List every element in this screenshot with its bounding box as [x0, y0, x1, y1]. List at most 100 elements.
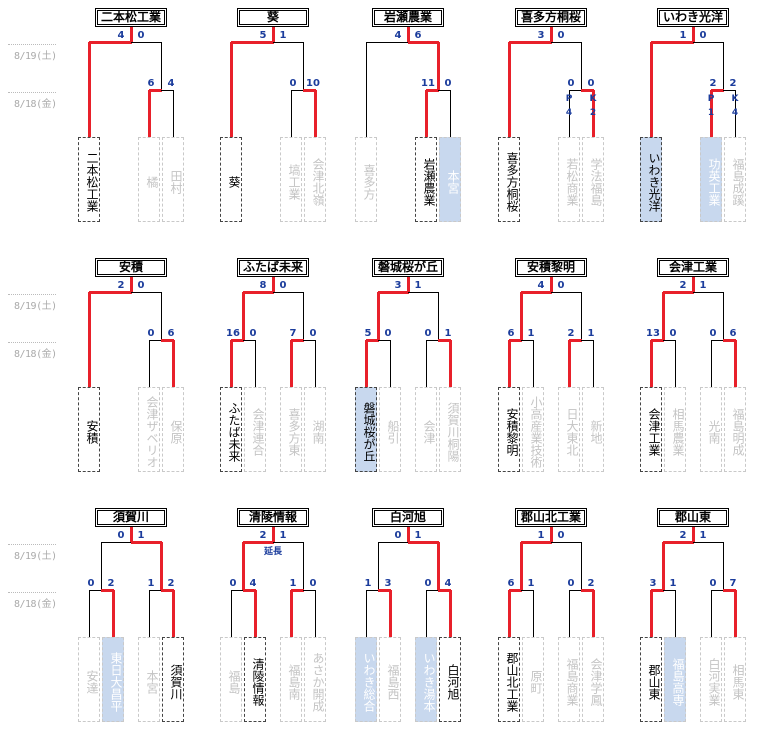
bracket-line — [378, 589, 391, 592]
bracket-line — [581, 292, 582, 340]
team-name: 磐城桜が丘 — [355, 387, 377, 472]
score-label: 2 — [259, 530, 267, 541]
date-label-day2: 8/19(土) — [14, 551, 57, 562]
bracket-line — [255, 340, 256, 387]
team-name: 学法福島 — [582, 137, 604, 222]
bracket-line — [230, 42, 233, 137]
bracket-line — [426, 89, 439, 92]
score-label: 0 — [137, 280, 145, 291]
score-label: 0 — [394, 530, 402, 541]
bracket-line — [378, 291, 409, 294]
score-label: 6 — [414, 30, 422, 41]
bracket-line — [172, 340, 175, 387]
team-name: 東日大昌平 — [102, 637, 124, 722]
bracket-line — [550, 27, 553, 42]
bracket-line — [426, 340, 438, 341]
team-name: 安達 — [78, 637, 100, 722]
bracket-line — [650, 590, 653, 637]
bracket-line — [303, 89, 316, 92]
bracket-line — [650, 42, 653, 137]
score-label: 0 — [587, 78, 595, 89]
score-label: 2 — [729, 78, 737, 89]
bracket-line — [242, 292, 245, 340]
score-label: 0 — [229, 578, 237, 589]
bracket-line — [651, 41, 694, 44]
bracket-line — [149, 89, 162, 92]
bracket-line — [438, 339, 451, 342]
score-label: 2 — [567, 328, 575, 339]
bracket-line — [407, 527, 410, 542]
bracket-line — [520, 292, 523, 340]
score-label: 3 — [537, 30, 545, 41]
score-label: 6 — [729, 328, 737, 339]
bracket-line — [161, 42, 162, 90]
team-name: 須賀川 — [162, 637, 184, 722]
team-name: 二本松工業 — [78, 137, 100, 222]
score-label: 2 — [709, 78, 717, 89]
bracket-line — [231, 590, 232, 637]
bracket-line — [426, 590, 438, 591]
bracket-line — [551, 292, 581, 293]
team-name: 田村 — [162, 137, 184, 222]
bracket-line — [161, 589, 174, 592]
score-label: 6 — [507, 578, 515, 589]
team-name: 安積 — [78, 387, 100, 472]
bracket-line — [315, 340, 316, 387]
bracket-line — [161, 90, 173, 91]
team-name: いわき湯本 — [415, 637, 437, 722]
score-label: 0 — [289, 78, 297, 89]
block-winner-title: 岩瀬農業 — [372, 8, 444, 27]
team-name: 福島商業 — [558, 637, 580, 722]
bracket-line — [303, 42, 304, 90]
bracket-line — [390, 340, 391, 387]
bracket-line — [131, 292, 161, 293]
score-label: 3 — [649, 578, 657, 589]
score-label: 0 — [424, 328, 432, 339]
bracket-line — [675, 590, 676, 637]
bracket-line — [662, 292, 665, 340]
bracket-line — [161, 339, 174, 342]
bracket-line — [592, 590, 595, 637]
bracket-line — [366, 339, 379, 342]
team-name: 湖南 — [304, 387, 326, 472]
team-name: 本宮 — [439, 137, 461, 222]
score-label: 0 — [147, 328, 155, 339]
bracket-line — [161, 292, 162, 340]
bracket-line — [692, 277, 695, 292]
bracket-line — [303, 590, 315, 591]
pk-label: P — [707, 94, 715, 104]
block-winner-title: いわき光洋 — [657, 8, 729, 27]
date-divider — [8, 544, 56, 545]
score-label: 0 — [709, 328, 717, 339]
team-name: 相馬農業 — [664, 387, 686, 472]
bracket-line — [693, 42, 723, 43]
bracket-line — [711, 590, 723, 591]
bracket-line — [291, 339, 304, 342]
bracket-line — [581, 42, 582, 90]
bracket-line — [723, 339, 736, 342]
score-label: 0 — [137, 30, 145, 41]
bracket-line — [88, 292, 91, 387]
block-winner-title: 喜多方桐桜 — [515, 8, 587, 27]
score-label: 1 — [699, 530, 707, 541]
bracket-line — [88, 42, 91, 137]
bracket-line — [231, 590, 243, 591]
team-name: 喜多方東 — [280, 387, 302, 472]
bracket-line — [593, 340, 594, 387]
bracket-line — [650, 340, 653, 387]
score-label: 4 — [394, 30, 402, 41]
score-label: 0 — [567, 578, 575, 589]
score-label: 1 — [669, 578, 677, 589]
team-name: 若松商業 — [558, 137, 580, 222]
bracket-line — [130, 277, 133, 292]
bracket-line — [148, 90, 151, 137]
bracket-line — [692, 27, 695, 42]
team-name: 安積黎明 — [498, 387, 520, 472]
bracket-line — [243, 291, 274, 294]
date-divider — [8, 92, 56, 93]
bracket-line — [273, 542, 303, 543]
score-label: 8 — [259, 280, 267, 291]
bracket-line — [272, 527, 275, 542]
bracket-line — [663, 340, 675, 341]
bracket-line — [651, 589, 664, 592]
